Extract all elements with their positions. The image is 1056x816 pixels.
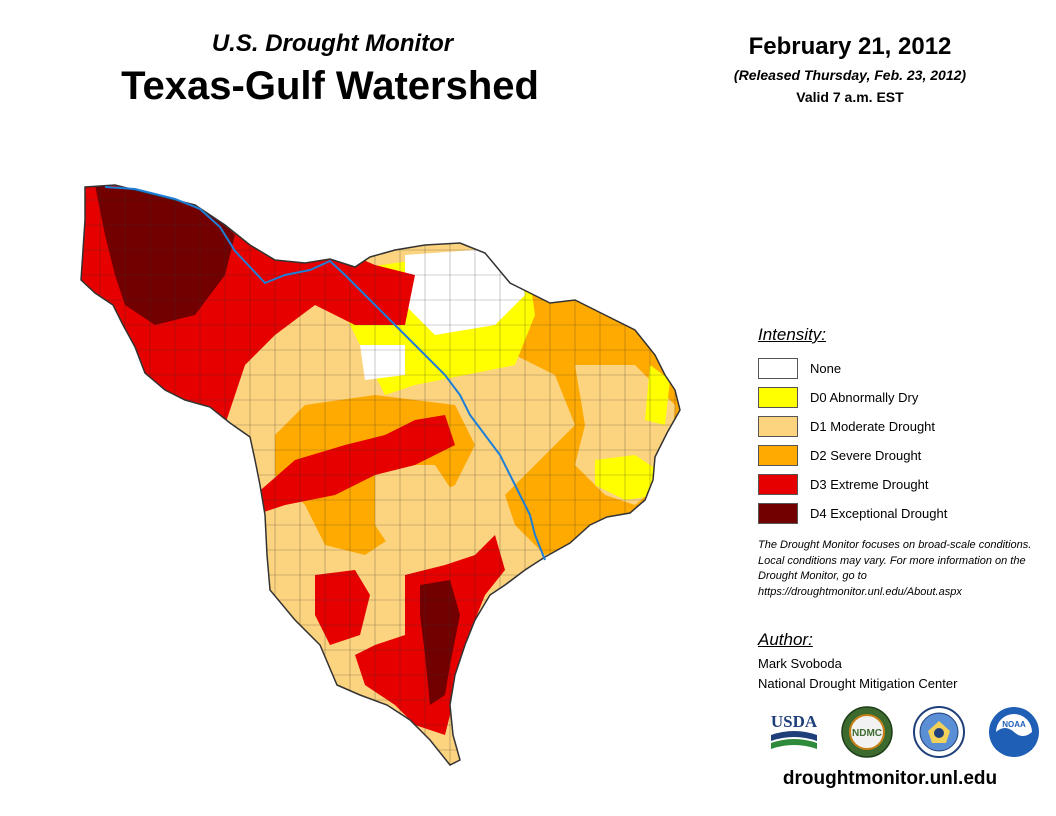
- none-north-region: [405, 247, 525, 335]
- legend-swatch-d1: [758, 416, 798, 437]
- legend-label-none: None: [810, 361, 842, 376]
- noaa-logo-text: NOAA: [1002, 720, 1026, 729]
- legend-swatch-none: [758, 358, 798, 379]
- legend-heading: Intensity:: [758, 325, 827, 344]
- legend-label-d1: D1 Moderate Drought: [810, 419, 936, 434]
- author-heading: Author:: [758, 630, 813, 649]
- legend-item-none: None: [758, 354, 947, 383]
- legend-swatch-d0: [758, 387, 798, 408]
- legend-label-d4: D4 Exceptional Drought: [810, 506, 948, 521]
- commerce-logo: [913, 706, 965, 758]
- legend-label-d2: D2 Severe Drought: [810, 448, 922, 463]
- map-subtitle: U.S. Drought Monitor: [211, 30, 454, 57]
- drought-map: [80, 184, 681, 766]
- none-small-pocket: [360, 345, 405, 380]
- d0-east-region: [595, 455, 665, 500]
- legend-item-d0: D0 Abnormally Dry: [758, 383, 947, 412]
- valid-time: Valid 7 a.m. EST: [796, 89, 904, 105]
- d3-south-central: [315, 570, 370, 645]
- river-line: [104, 186, 546, 561]
- legend-item-d1: D1 Moderate Drought: [758, 412, 947, 441]
- legend-label-d3: D3 Extreme Drought: [810, 477, 929, 492]
- legend-swatch-d2: [758, 445, 798, 466]
- legend-label-d0: D0 Abnormally Dry: [810, 390, 919, 405]
- legend: None D0 Abnormally Dry D1 Moderate Droug…: [758, 354, 947, 528]
- noaa-logo: NOAA: [989, 707, 1039, 757]
- release-date: (Released Thursday, Feb. 23, 2012): [733, 67, 967, 83]
- legend-item-d2: D2 Severe Drought: [758, 441, 947, 470]
- usda-logo: USDA: [771, 712, 818, 749]
- author-name: Mark Svoboda: [758, 656, 842, 671]
- usda-logo-text: USDA: [771, 712, 818, 731]
- ndmc-logo: NDMC: [841, 706, 893, 758]
- map-date: February 21, 2012: [748, 33, 952, 60]
- legend-item-d3: D3 Extreme Drought: [758, 470, 947, 499]
- drought-monitor-note: The Drought Monitor focuses on broad-sca…: [758, 539, 1032, 598]
- d0-east-coast-strip: [645, 365, 670, 425]
- ndmc-logo-text: NDMC: [852, 728, 882, 739]
- legend-swatch-d4: [758, 503, 798, 524]
- legend-swatch-d3: [758, 474, 798, 495]
- watershed-outline: [80, 184, 681, 766]
- website-link[interactable]: droughtmonitor.unl.edu: [782, 768, 998, 789]
- d1-central-band: [375, 465, 455, 555]
- d4-panhandle-region: [95, 185, 235, 325]
- author-organization: National Drought Mitigation Center: [758, 676, 958, 691]
- d4-coastal-strip: [420, 580, 460, 705]
- legend-item-d4: D4 Exceptional Drought: [758, 499, 947, 528]
- d3-central-band: [255, 415, 455, 515]
- map-title: Texas-Gulf Watershed: [121, 64, 539, 108]
